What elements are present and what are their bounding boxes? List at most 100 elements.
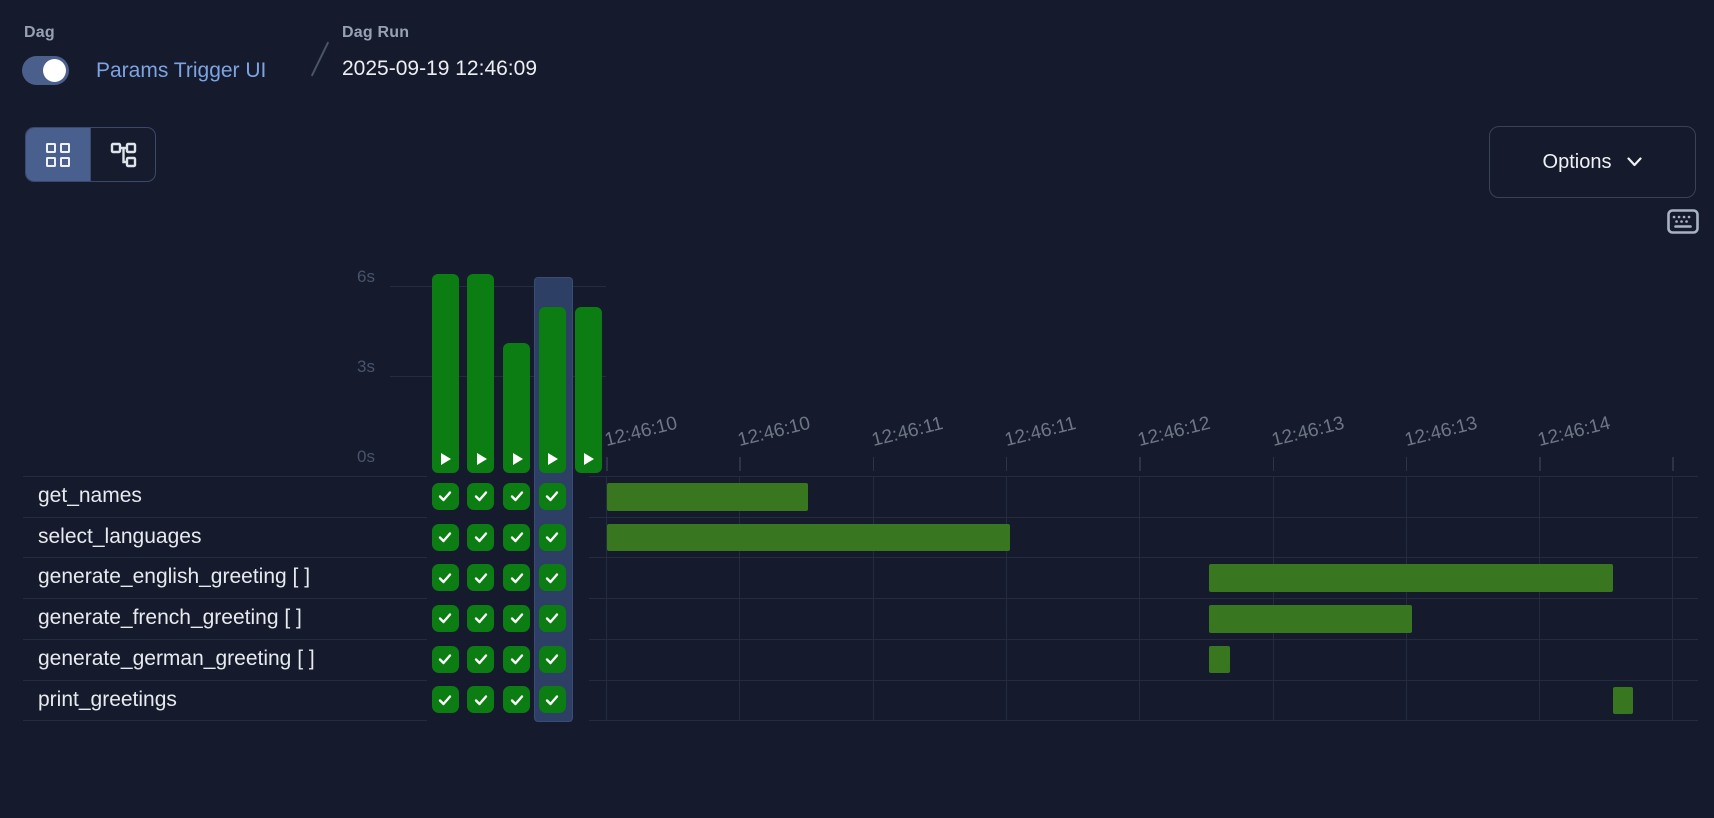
task-instance-success-square[interactable] <box>503 604 531 632</box>
play-icon <box>512 453 523 465</box>
task-instance-success-square[interactable] <box>503 686 531 714</box>
task-instance-success-square[interactable] <box>431 686 459 714</box>
gantt-task-bar[interactable] <box>1209 564 1613 592</box>
task-name-label[interactable]: select_languages <box>38 524 202 548</box>
play-icon <box>441 453 452 465</box>
task-name-label[interactable]: generate_german_greeting [ ] <box>38 646 315 670</box>
gantt-time-gridline <box>1005 476 1007 721</box>
gantt-axis-time-label: 12:46:11 <box>1002 413 1079 452</box>
check-icon <box>546 532 559 543</box>
gantt-axis-tick <box>1405 457 1408 471</box>
gantt-row-gridline <box>589 638 1698 640</box>
gantt-axis-tick <box>872 457 875 471</box>
check-icon <box>438 654 452 665</box>
gantt-axis-tick <box>1005 457 1008 471</box>
toggle-knob <box>43 59 66 82</box>
task-instance-success-square[interactable] <box>467 523 495 551</box>
gantt-task-bar[interactable] <box>606 523 1010 552</box>
task-instance-success-square[interactable] <box>538 523 566 551</box>
task-instance-success-square[interactable] <box>431 645 459 673</box>
check-icon <box>546 695 559 705</box>
task-instance-success-square[interactable] <box>431 564 459 592</box>
view-switcher <box>25 127 156 182</box>
task-instance-success-square[interactable] <box>431 523 459 551</box>
gantt-task-bar[interactable] <box>606 483 808 511</box>
gantt-time-gridline <box>1539 476 1541 721</box>
gantt-time-gridline <box>606 476 607 721</box>
gantt-axis-time-label: 12:46:12 <box>1135 412 1213 452</box>
dag-title-link[interactable]: Params Trigger UI <box>96 59 267 82</box>
gantt-row-gridline <box>589 476 1698 477</box>
check-icon <box>510 613 523 624</box>
task-instance-success-square[interactable] <box>503 564 531 592</box>
gantt-time-gridline <box>872 476 874 721</box>
check-icon <box>474 532 488 543</box>
check-icon <box>474 695 488 705</box>
dag-run-duration-bar[interactable] <box>574 307 602 473</box>
task-instance-success-square[interactable] <box>503 645 531 673</box>
task-row-separator <box>23 516 427 518</box>
task-name-label[interactable]: print_greetings <box>38 687 177 711</box>
gantt-axis-tick <box>1139 457 1141 471</box>
task-instance-success-square[interactable] <box>431 482 459 510</box>
task-instance-success-square[interactable] <box>467 564 495 592</box>
task-row-separator <box>23 598 427 600</box>
task-instance-success-square[interactable] <box>538 645 566 673</box>
check-icon <box>438 613 452 624</box>
dag-run-duration-bar[interactable] <box>538 307 566 473</box>
dag-run-duration-bar[interactable] <box>431 274 459 473</box>
task-name-label[interactable]: generate_english_greeting [ ] <box>38 565 311 589</box>
task-instance-success-square[interactable] <box>538 564 566 592</box>
grid-view-button[interactable] <box>26 128 90 181</box>
gantt-time-gridline <box>739 476 741 721</box>
options-button[interactable]: Options <box>1489 126 1696 198</box>
play-icon <box>548 453 559 465</box>
dag-run-duration-bar[interactable] <box>503 343 531 473</box>
chevron-down-icon <box>1627 157 1643 167</box>
task-instance-success-square[interactable] <box>538 686 566 714</box>
task-name-label[interactable]: generate_french_greeting [ ] <box>38 606 302 630</box>
task-instance-success-square[interactable] <box>431 604 459 632</box>
gantt-task-bar[interactable] <box>1209 645 1231 674</box>
check-icon <box>510 532 523 543</box>
gantt-axis-time-label: 12:46:13 <box>1402 412 1480 452</box>
gantt-row-gridline <box>589 598 1698 600</box>
gantt-task-bar[interactable] <box>1612 686 1633 714</box>
check-icon <box>546 572 559 583</box>
graph-view-button[interactable] <box>90 128 155 181</box>
task-instance-success-square[interactable] <box>538 482 566 510</box>
task-instance-success-square[interactable] <box>503 523 531 551</box>
dag-run-duration-bar[interactable] <box>467 274 495 473</box>
dag-breadcrumb-label: Dag <box>24 24 55 41</box>
gantt-row-gridline <box>589 557 1698 559</box>
gantt-row-gridline <box>589 720 1698 722</box>
check-icon <box>438 572 452 583</box>
gantt-time-gridline <box>1672 476 1674 721</box>
gantt-axis-tick <box>606 457 608 471</box>
play-icon <box>584 453 594 465</box>
task-instance-success-square[interactable] <box>503 482 531 510</box>
task-row-separator <box>23 638 427 640</box>
dag-run-timestamp: 2025-09-19 12:46:09 <box>342 57 537 80</box>
gantt-time-gridline <box>1405 476 1407 721</box>
check-icon <box>546 613 559 624</box>
graph-icon <box>110 142 136 168</box>
task-instance-success-square[interactable] <box>467 482 495 510</box>
keyboard-shortcuts-button[interactable] <box>1667 209 1699 239</box>
check-icon <box>510 572 523 583</box>
gantt-axis-tick <box>1539 457 1541 471</box>
task-instance-success-square[interactable] <box>467 686 495 714</box>
task-instance-success-square[interactable] <box>538 604 566 632</box>
gantt-time-gridline <box>1139 476 1141 721</box>
gantt-task-bar[interactable] <box>1209 605 1413 633</box>
task-instance-success-square[interactable] <box>467 604 495 632</box>
gantt-time-gridline <box>1272 476 1274 721</box>
task-name-label[interactable]: get_names <box>38 484 142 507</box>
task-row-separator <box>23 476 427 477</box>
dag-pause-toggle[interactable] <box>22 56 69 85</box>
gantt-row-gridline <box>589 516 1698 518</box>
task-instance-success-square[interactable] <box>467 645 495 673</box>
check-icon <box>546 491 559 502</box>
